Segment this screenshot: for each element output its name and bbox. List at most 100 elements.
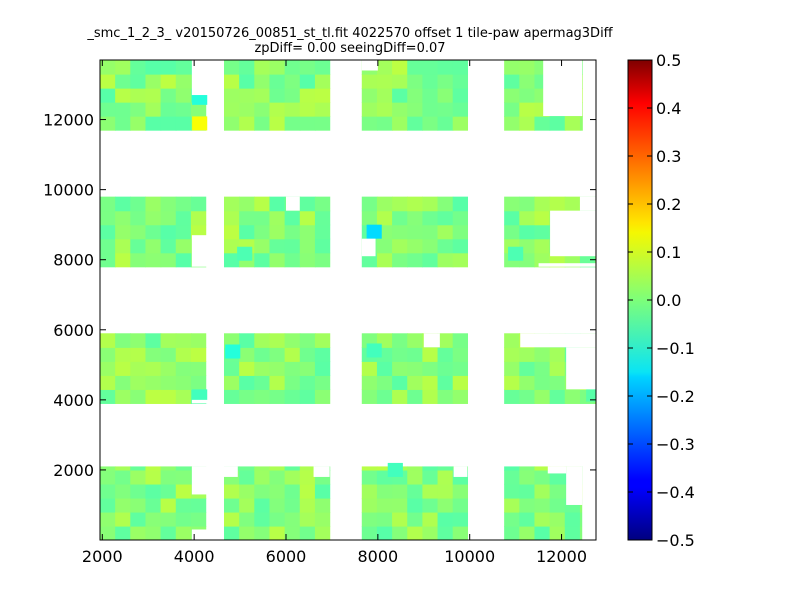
- heatmap-cell: [175, 60, 192, 75]
- heatmap-cell: [361, 389, 378, 404]
- heatmap-cell: [145, 361, 162, 376]
- heatmap-cell: [519, 525, 536, 540]
- heatmap-cell: [422, 60, 439, 75]
- heatmap-cell: [376, 389, 393, 404]
- missing-region: [582, 466, 596, 540]
- heatmap-cell: [504, 375, 520, 390]
- heatmap-cell: [100, 60, 116, 75]
- heatmap-cell: [175, 375, 192, 390]
- heatmap-cell: [299, 196, 316, 212]
- heatmap-cell: [392, 238, 408, 254]
- heatmap-cell: [254, 389, 271, 404]
- heatmap-cell: [376, 511, 393, 527]
- missing-region: [191, 466, 224, 495]
- heatmap-cell: [239, 469, 255, 485]
- missing-region: [423, 333, 440, 348]
- heatmap-cell: [361, 196, 378, 212]
- heatmap-cell: [224, 88, 240, 103]
- heatmap-cell: [361, 361, 378, 376]
- heatmap-cell: [269, 525, 286, 540]
- heatmap-cell: [145, 196, 162, 212]
- heatmap-cell: [284, 224, 301, 240]
- y-axis-ticks: 2000 4000 6000 8000 10000 12000: [43, 111, 596, 480]
- missing-region: [191, 529, 224, 540]
- heatmap-cell: [437, 210, 454, 226]
- heatmap-cell: [437, 252, 454, 268]
- heatmap-cell: [407, 375, 423, 390]
- heatmap-cell: [392, 347, 408, 362]
- heatmap-cell: [392, 375, 408, 390]
- heatmap-cell: [160, 389, 177, 404]
- heatmap-cell: [299, 224, 316, 240]
- heatmap-cell: [519, 497, 536, 513]
- heatmap-cell: [284, 116, 301, 131]
- heatmap-cell: [160, 74, 177, 89]
- heatmap-cell: [284, 74, 301, 89]
- heatmap-cell: [452, 238, 469, 254]
- heatmap-cell: [534, 469, 551, 485]
- heatmap-cell: [376, 60, 393, 75]
- heatmap-cell: [314, 238, 331, 254]
- heatmap-cell: [299, 525, 316, 540]
- heatmap-cell: [160, 196, 177, 212]
- missing-region: [566, 466, 583, 505]
- heatmap-cell: [100, 88, 116, 103]
- heatmap-cell: [579, 497, 583, 513]
- chart-subtitle: zpDiff= 0.00 seeingDiff=0.07: [254, 41, 446, 56]
- heatmap-cell: [160, 525, 177, 540]
- heatmap-cell: [504, 116, 520, 131]
- heatmap-cell: [361, 88, 378, 103]
- heatmap-cell: [452, 525, 469, 540]
- heatmap-cell: [115, 511, 131, 527]
- heatmap-cell: [100, 511, 116, 527]
- heatmap-cell: [564, 196, 581, 212]
- heatmap-cell: [549, 469, 566, 485]
- heatmap-cell: [314, 88, 331, 103]
- heatmap-cell: [519, 196, 536, 212]
- heatmap-cell: [407, 389, 423, 404]
- heatmap-cell: [314, 196, 331, 212]
- heatmap-cell: [534, 224, 551, 240]
- missing-region: [313, 466, 330, 477]
- heatmap-cell: [130, 511, 147, 527]
- heatmap-cell: [361, 469, 378, 485]
- x-axis-ticks: 2000 4000 6000 8000 10000 12000: [82, 60, 587, 566]
- heatmap-cell: [254, 74, 271, 89]
- heatmap-cell: [160, 88, 177, 103]
- heatmap-cell: [314, 74, 331, 89]
- heatmap-cell: [160, 375, 177, 390]
- colorbar-tick-label: −0.3: [656, 435, 695, 454]
- colorbar-tick-label: 0.0: [656, 291, 681, 310]
- heatmap-cell: [224, 196, 240, 212]
- heatmap-cell: [145, 389, 162, 404]
- heatmap-cell: [376, 483, 393, 499]
- heatmap-cell: [361, 483, 378, 499]
- heatmap-cell: [115, 238, 131, 254]
- heatmap-cell: [504, 361, 520, 376]
- heatmap-cell: [239, 116, 255, 131]
- heatmap-cell: [519, 60, 536, 75]
- heatmap-cell: [519, 116, 536, 131]
- heatmap-cell: [175, 389, 192, 404]
- heatmap-cell: [299, 116, 316, 131]
- heatmap-cell: [100, 252, 116, 268]
- heatmap-cell: [254, 196, 271, 212]
- heatmap-cell: [160, 333, 177, 348]
- heatmap-cell: [407, 196, 423, 212]
- heatmap-cell: [534, 375, 551, 390]
- heatmap-cell: [254, 238, 271, 254]
- heatmap-cell: [145, 74, 162, 89]
- colorbar-tick-label: −0.4: [656, 483, 695, 502]
- heatmap-cell: [269, 375, 286, 390]
- heatmap-cell: [175, 466, 192, 471]
- heatmap-cell: [519, 102, 536, 117]
- heatmap-cell: [130, 224, 147, 240]
- heatmap-cell: [145, 466, 162, 471]
- heatmap-cell: [130, 347, 147, 362]
- heatmap-cell: [130, 466, 147, 471]
- heatmap-cell: [239, 483, 255, 499]
- heatmap-cell: [224, 389, 240, 404]
- heatmap-cell: [224, 224, 240, 240]
- heatmap-cell: [314, 347, 331, 362]
- heatmap-cell: [519, 375, 536, 390]
